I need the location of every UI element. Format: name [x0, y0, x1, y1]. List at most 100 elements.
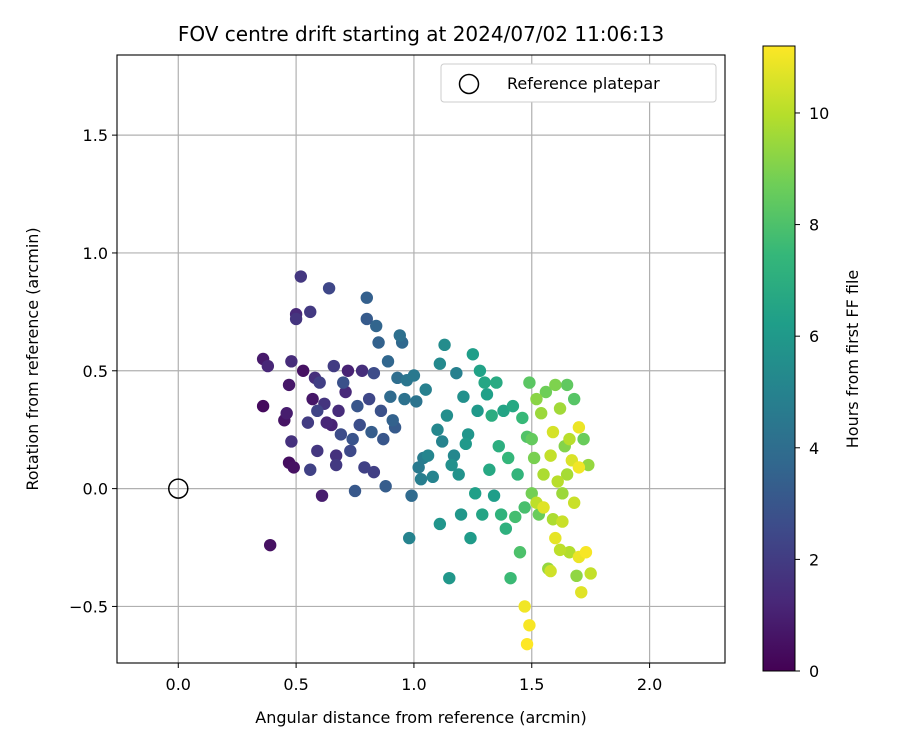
data-point	[499, 522, 513, 535]
y-tick-label: 0.0	[83, 480, 108, 499]
data-point	[560, 468, 574, 481]
data-point	[461, 428, 475, 441]
x-tick-label: 1.5	[519, 675, 544, 694]
colorbar: 0 2 4 6 8 10 Hours from first FF file	[762, 45, 862, 681]
data-point	[365, 425, 378, 439]
data-point	[374, 404, 388, 418]
data-point	[537, 501, 550, 514]
y-tick-label: 1.5	[83, 126, 108, 145]
data-point	[414, 472, 428, 486]
data-point	[311, 404, 324, 418]
data-point	[556, 515, 569, 528]
data-point	[563, 432, 576, 446]
data-point	[370, 319, 383, 333]
data-point	[327, 359, 341, 373]
data-point	[301, 416, 315, 429]
data-point	[339, 385, 352, 399]
data-point	[572, 461, 586, 474]
data-point	[492, 439, 505, 453]
data-point	[341, 364, 355, 377]
y-axis-ticks: −0.5 0.0 0.5 1.0 1.5	[69, 126, 117, 616]
data-point	[544, 449, 557, 462]
data-point	[421, 449, 435, 462]
data-point	[556, 487, 569, 500]
data-point	[346, 432, 359, 446]
data-point	[403, 531, 416, 545]
data-point	[311, 444, 324, 458]
data-point	[544, 564, 557, 578]
data-point	[367, 465, 381, 479]
data-point	[466, 348, 480, 361]
data-point	[334, 428, 348, 441]
x-tick-label: 1.0	[401, 675, 426, 694]
data-point	[355, 364, 369, 377]
colorbar-tick-label: 4	[809, 439, 819, 458]
colorbar-tick-label: 0	[809, 662, 819, 681]
data-point	[377, 432, 390, 446]
y-tick-label: 1.0	[83, 244, 108, 263]
data-point	[329, 449, 343, 462]
colorbar-gradient	[762, 45, 796, 672]
data-point	[256, 399, 270, 413]
data-point	[563, 546, 576, 559]
colorbar-label: Hours from first FF file	[843, 270, 862, 449]
data-point	[386, 414, 399, 427]
colorbar-tick-label: 8	[809, 216, 819, 235]
data-point	[523, 376, 536, 389]
data-point	[410, 395, 423, 408]
data-point	[306, 392, 319, 406]
data-point	[450, 366, 463, 380]
data-point	[527, 451, 541, 465]
data-point	[381, 355, 395, 368]
legend: Reference platepar	[440, 63, 717, 103]
x-tick-label: 0.5	[283, 675, 308, 694]
data-point	[337, 376, 350, 389]
y-axis-label: Rotation from reference (arcmin)	[23, 227, 42, 490]
data-point	[504, 571, 517, 585]
data-point	[280, 407, 293, 420]
data-point	[523, 619, 536, 632]
data-point	[478, 376, 491, 389]
data-point	[494, 508, 508, 521]
data-point	[518, 501, 531, 514]
data-point	[525, 432, 538, 446]
data-point	[454, 508, 468, 521]
data-point	[261, 359, 275, 373]
data-point	[344, 444, 357, 458]
data-points	[256, 270, 597, 651]
data-point	[322, 282, 336, 295]
data-point	[469, 487, 482, 500]
data-point	[579, 546, 593, 559]
data-point	[367, 366, 381, 380]
data-point	[315, 489, 329, 502]
data-point	[440, 409, 454, 422]
data-point	[582, 458, 595, 472]
data-point	[485, 409, 498, 422]
data-point	[539, 385, 553, 399]
data-point	[285, 435, 298, 448]
data-point	[304, 305, 317, 319]
data-point	[426, 470, 439, 484]
data-point	[412, 461, 425, 474]
data-point	[419, 383, 432, 396]
data-point	[353, 418, 366, 432]
legend-box	[440, 63, 717, 103]
data-point	[320, 416, 333, 429]
data-point	[459, 437, 472, 451]
data-point	[476, 508, 489, 521]
data-point	[443, 571, 456, 585]
data-point	[572, 421, 586, 434]
data-point	[431, 423, 444, 436]
data-point	[447, 449, 461, 462]
data-point	[534, 407, 548, 420]
data-point	[525, 487, 538, 500]
x-tick-label: 0.0	[166, 675, 191, 694]
data-point	[296, 364, 310, 377]
data-point	[313, 376, 326, 389]
data-point	[287, 461, 300, 474]
data-point	[490, 376, 503, 389]
x-axis-label: Angular distance from reference (arcmin)	[255, 708, 586, 727]
data-point	[483, 463, 496, 476]
data-point	[549, 378, 562, 392]
data-point	[506, 399, 520, 413]
